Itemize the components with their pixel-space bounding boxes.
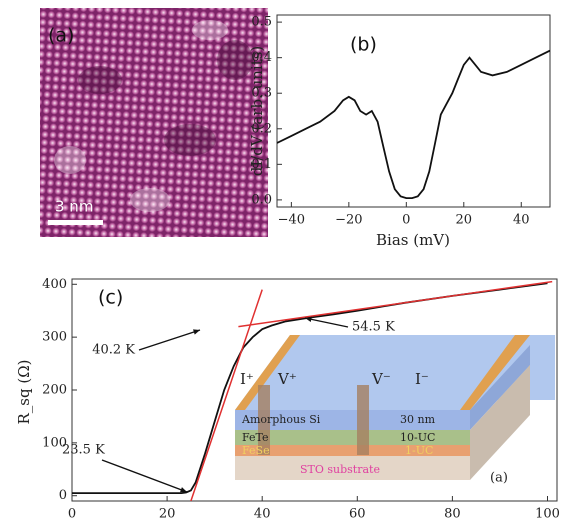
annotation: 54.5 K — [352, 320, 395, 335]
arrow-head — [305, 316, 312, 322]
data-line — [238, 280, 553, 328]
y-tick-label: 400 — [42, 277, 67, 292]
stm-image — [40, 8, 268, 237]
arrow-head — [193, 329, 200, 335]
x-tick-label: 20 — [456, 213, 473, 228]
annotation-arrow — [138, 329, 201, 351]
contact-label: I⁻ — [415, 370, 429, 388]
panel-label: (a) — [48, 25, 74, 47]
data-line — [72, 282, 548, 494]
layer-thickness: 10-UC — [400, 431, 435, 444]
x-tick-label: 40 — [254, 507, 271, 522]
substrate-label: STO substrate — [300, 463, 380, 476]
contact-label: V⁺ — [277, 370, 297, 388]
x-tick-label: −20 — [335, 213, 362, 228]
layer-label: FeTe — [242, 431, 269, 444]
y-tick-label: 0.5 — [251, 15, 272, 30]
layer-label: Amorphous Si — [241, 413, 321, 426]
y-tick-label: 0 — [59, 488, 67, 503]
x-tick-label: 0 — [68, 507, 76, 522]
y-tick-label: 200 — [42, 383, 67, 398]
x-tick-label: 0 — [402, 213, 410, 228]
x-tick-label: 40 — [513, 213, 530, 228]
stm-contrast — [54, 20, 253, 212]
arrow-head — [180, 487, 187, 493]
inset-diagram: Amorphous Si 30 nm FeTe 10-UC FeSe 1-UC … — [235, 335, 555, 480]
y-tick-label: 0.3 — [251, 86, 272, 101]
panel-label: (b) — [350, 34, 377, 56]
y-tick-label: 300 — [42, 330, 67, 345]
y-tick-label: 0.2 — [251, 121, 272, 136]
x-tick-label: −40 — [278, 213, 305, 228]
y-tick-label: 0.0 — [251, 192, 272, 207]
annotation: (a) — [490, 471, 508, 486]
x-tick-label: 20 — [159, 507, 176, 522]
y-axis-label: dI/dV (arb. units) — [248, 46, 266, 177]
annotation: 23.5 K — [62, 443, 105, 458]
plot-frame — [276, 14, 551, 208]
x-tick-label: 100 — [535, 507, 560, 522]
annotation-arrow — [101, 459, 188, 493]
x-axis-label: Bias (mV) — [376, 231, 450, 249]
y-tick-label: 0.1 — [251, 157, 272, 172]
data-line — [277, 49, 550, 199]
layer-thickness: 1-UC — [405, 444, 433, 457]
panel-label: (c) — [98, 287, 123, 309]
scale-bar — [48, 220, 103, 225]
x-tick-label: 60 — [349, 507, 366, 522]
y-axis-label: R_sq (Ω) — [15, 359, 33, 424]
x-tick-label: 80 — [444, 507, 461, 522]
scale-bar-label: 3 nm — [55, 198, 93, 216]
layer-thickness: 30 nm — [400, 413, 436, 426]
contact-label: V⁻ — [371, 370, 391, 388]
y-tick-label: 100 — [42, 435, 67, 450]
stm-image-panel: (a) 3 nm — [40, 8, 268, 237]
layer-label: FeSe — [242, 444, 270, 457]
contact-label: I⁺ — [240, 370, 254, 388]
y-tick-label: 0.4 — [251, 50, 272, 65]
annotation-arrow — [304, 317, 349, 328]
annotation: 40.2 K — [92, 343, 135, 358]
